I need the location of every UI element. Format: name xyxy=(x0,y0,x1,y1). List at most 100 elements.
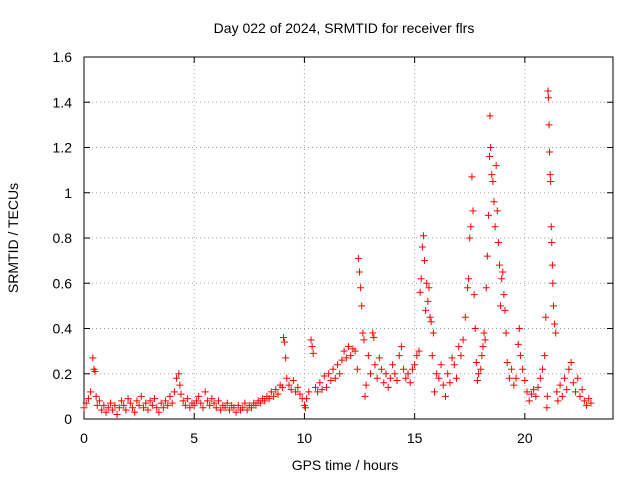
data-point xyxy=(104,404,112,412)
data-point xyxy=(308,343,316,351)
data-point xyxy=(148,401,156,409)
data-point xyxy=(417,275,425,283)
data-point xyxy=(530,386,538,394)
data-point xyxy=(177,390,185,398)
data-point xyxy=(574,374,582,382)
data-point xyxy=(168,399,176,407)
data-point xyxy=(453,374,461,382)
data-point xyxy=(375,354,383,362)
data-point xyxy=(239,404,247,412)
data-point xyxy=(358,302,366,310)
data-point xyxy=(406,379,414,387)
data-point xyxy=(545,121,553,129)
x-tick-label: 5 xyxy=(190,430,198,446)
data-point xyxy=(305,388,313,396)
data-point xyxy=(92,392,100,400)
data-point xyxy=(587,399,595,407)
data-point xyxy=(393,377,401,385)
data-point xyxy=(364,352,372,360)
data-point xyxy=(546,171,554,179)
data-point xyxy=(543,392,551,400)
data-point xyxy=(122,406,130,414)
data-point xyxy=(351,347,359,355)
data-point xyxy=(124,395,132,403)
data-point xyxy=(467,223,475,231)
data-point xyxy=(446,379,454,387)
data-point xyxy=(544,94,552,102)
data-point xyxy=(265,395,273,403)
data-point xyxy=(416,288,424,296)
data-point xyxy=(536,374,544,382)
data-point xyxy=(572,388,580,396)
data-point xyxy=(325,370,333,378)
y-tick-label: 0.2 xyxy=(53,366,73,382)
data-point xyxy=(195,392,203,400)
data-point xyxy=(515,325,523,332)
data-point xyxy=(532,392,540,400)
data-point xyxy=(501,306,509,314)
data-point xyxy=(580,397,588,405)
grid-lines xyxy=(84,57,613,419)
y-tick-label: 0.6 xyxy=(53,275,73,291)
data-point xyxy=(267,388,275,396)
data-point xyxy=(384,383,392,391)
data-point xyxy=(135,401,143,409)
data-point xyxy=(287,386,295,394)
data-point xyxy=(142,399,150,407)
data-point xyxy=(307,336,315,344)
data-point xyxy=(423,279,431,287)
data-point xyxy=(461,313,469,321)
data-point xyxy=(356,268,364,276)
data-point xyxy=(338,356,346,364)
data-point xyxy=(278,383,286,391)
data-point xyxy=(549,279,557,287)
data-point xyxy=(534,383,542,391)
data-point xyxy=(478,352,486,360)
data-point xyxy=(554,397,562,405)
data-point xyxy=(492,162,500,170)
y-tick-label: 1.4 xyxy=(53,94,73,110)
data-point xyxy=(248,404,256,412)
data-point xyxy=(569,379,577,387)
data-point xyxy=(113,410,121,418)
data-point xyxy=(93,401,101,409)
data-point xyxy=(547,177,555,185)
data-point xyxy=(400,365,408,373)
data-point xyxy=(126,399,134,407)
data-point xyxy=(481,336,489,344)
data-point xyxy=(486,112,494,120)
data-point xyxy=(197,399,205,407)
data-point xyxy=(261,397,269,405)
data-point xyxy=(357,284,365,292)
data-point xyxy=(419,232,427,240)
data-point xyxy=(546,148,554,156)
data-point xyxy=(486,153,494,161)
x-axis-label: GPS time / hours xyxy=(292,457,399,473)
data-point xyxy=(342,354,350,362)
data-point xyxy=(583,401,591,409)
data-point xyxy=(549,302,557,310)
data-point xyxy=(422,306,430,314)
data-point xyxy=(489,177,497,185)
data-point xyxy=(424,297,432,305)
data-point xyxy=(551,320,559,328)
data-point xyxy=(408,365,416,373)
data-point xyxy=(510,381,518,389)
x-tick-label: 20 xyxy=(517,430,533,446)
data-point xyxy=(199,404,207,412)
data-point xyxy=(563,386,571,394)
data-point xyxy=(508,365,516,373)
data-point xyxy=(548,239,556,247)
data-point xyxy=(109,406,117,414)
data-point xyxy=(320,372,328,380)
data-point xyxy=(210,399,218,407)
data-point xyxy=(541,352,549,360)
data-point xyxy=(311,383,319,391)
data-point xyxy=(491,223,499,231)
data-point xyxy=(471,325,479,332)
y-tick-label: 0.4 xyxy=(53,321,73,337)
data-point xyxy=(186,404,194,412)
data-point xyxy=(498,275,506,283)
data-point xyxy=(294,383,302,391)
